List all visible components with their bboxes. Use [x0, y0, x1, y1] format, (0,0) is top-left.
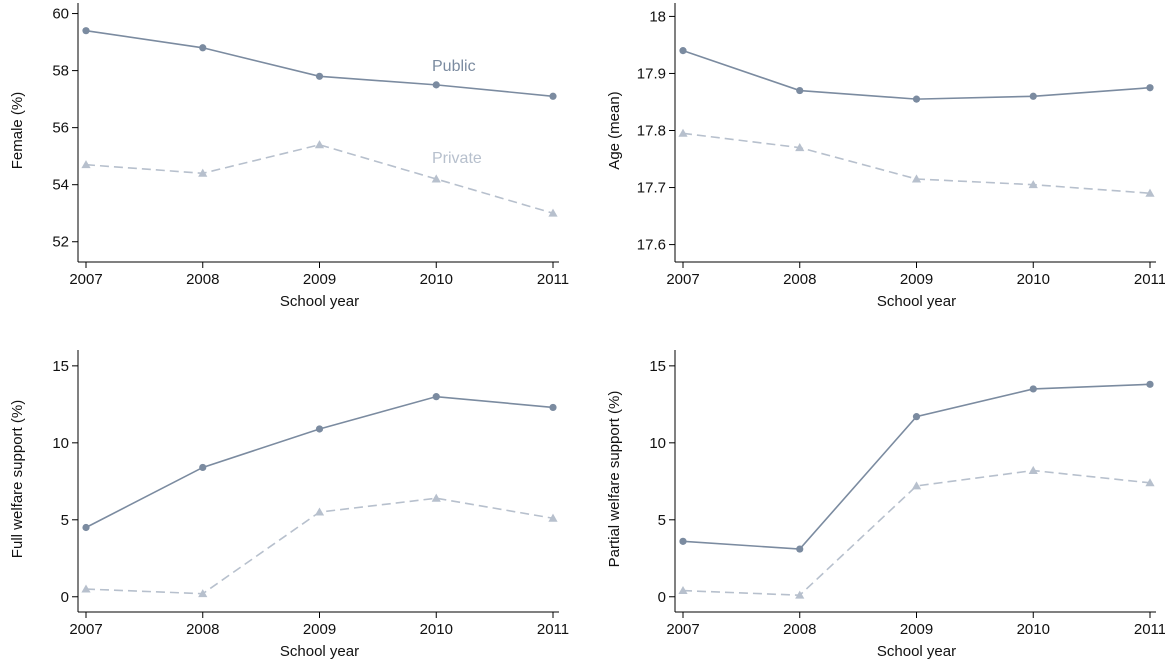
- y-axis-title: Age (mean): [606, 91, 623, 169]
- data-point-private: [1028, 180, 1038, 189]
- x-tick-label: 2008: [783, 271, 816, 288]
- x-tick-label: 2009: [303, 271, 336, 288]
- data-point-private: [198, 589, 208, 598]
- data-point-private: [795, 590, 805, 599]
- y-tick-label: 54: [52, 177, 69, 194]
- data-point-private: [198, 168, 208, 177]
- y-tick-label: 0: [658, 589, 666, 606]
- y-tick-label: 17.8: [637, 123, 666, 140]
- y-tick-label: 10: [649, 435, 666, 452]
- y-tick-label: 17.7: [637, 180, 666, 197]
- x-tick-label: 2011: [1134, 271, 1165, 288]
- chart-panel-1: 52 54 56 58 60 2007 2008 2009 2010 2011 School yea…: [9, 3, 569, 310]
- data-point-public: [912, 95, 921, 103]
- series-line-private: [682, 469, 1151, 597]
- x-tick-label: 2009: [900, 271, 933, 288]
- x-tick-label: 2010: [420, 271, 453, 288]
- series-label-public: Public: [432, 58, 476, 75]
- y-tick-label: 58: [52, 63, 69, 80]
- data-point-private: [678, 128, 688, 137]
- data-point-public: [432, 393, 440, 401]
- data-point-public: [82, 27, 90, 35]
- x-tick-label: 2007: [666, 271, 699, 288]
- y-axis-title: Partial welfare support (%): [606, 391, 623, 568]
- y-tick-label: 17.9: [637, 65, 666, 82]
- data-point-private: [1145, 478, 1155, 487]
- data-point-public: [1029, 92, 1037, 100]
- chart-panel-3: 0 5 10 15 2007 2008 2009 2010 2011 School year Ful…: [9, 350, 569, 660]
- y-tick-label: 15: [52, 358, 69, 375]
- data-point-private: [314, 507, 325, 516]
- y-tick-label: 56: [52, 120, 69, 137]
- data-point-private: [548, 513, 558, 522]
- series-label-private: Private: [432, 150, 482, 167]
- data-point-private: [431, 174, 441, 183]
- x-tick-label: 2009: [303, 621, 336, 638]
- x-axis-title: School year: [877, 293, 956, 310]
- data-point-public: [1146, 84, 1154, 92]
- y-tick-label: 5: [658, 512, 666, 529]
- x-tick-label: 2010: [420, 621, 453, 638]
- data-point-public: [796, 86, 804, 95]
- data-point-public: [315, 425, 324, 433]
- data-point-private: [548, 208, 558, 217]
- x-axis-title: School year: [877, 643, 956, 660]
- x-tick-label: 2010: [1017, 271, 1050, 288]
- data-point-public: [796, 545, 804, 553]
- data-point-public: [549, 92, 557, 100]
- x-tick-label: 2009: [900, 621, 933, 638]
- x-tick-label: 2008: [783, 621, 816, 638]
- data-point-public: [1029, 385, 1037, 393]
- data-point-private: [911, 481, 922, 490]
- data-point-public: [679, 47, 687, 55]
- x-axis-title: School year: [280, 643, 359, 660]
- series-line-public: [682, 49, 1151, 100]
- series-line-public: [85, 29, 554, 98]
- data-point-public: [315, 72, 324, 80]
- y-axis-title: Full welfare support (%): [9, 400, 26, 558]
- chart-panel-4: 0 5 10 15 2007 2008 2009 2010 2011 School year Par…: [606, 350, 1165, 660]
- y-tick-label: 52: [52, 234, 69, 251]
- data-point-private: [314, 140, 325, 149]
- data-point-private: [81, 160, 91, 169]
- series-line-private: [85, 143, 554, 214]
- y-tick-label: 60: [52, 6, 69, 23]
- series-line-private: [682, 132, 1151, 195]
- y-tick-label: 10: [52, 435, 69, 452]
- x-axis-title: School year: [280, 293, 359, 310]
- x-tick-label: 2008: [186, 621, 219, 638]
- data-point-private: [678, 586, 688, 595]
- data-point-private: [431, 493, 441, 502]
- data-point-public: [82, 523, 90, 532]
- y-tick-label: 0: [61, 589, 69, 606]
- data-point-public: [199, 44, 207, 52]
- data-point-public: [432, 81, 440, 89]
- data-point-public: [912, 413, 921, 421]
- data-point-public: [199, 463, 207, 472]
- x-tick-label: 2008: [186, 271, 219, 288]
- data-point-private: [1028, 465, 1038, 474]
- y-tick-label: 15: [649, 358, 666, 375]
- y-tick-label: 18: [649, 8, 666, 25]
- data-point-private: [911, 174, 922, 183]
- series-line-public: [682, 383, 1151, 550]
- data-point-public: [1146, 380, 1154, 388]
- data-point-public: [549, 403, 557, 412]
- data-point-public: [679, 537, 687, 545]
- data-point-private: [81, 584, 91, 593]
- x-tick-label: 2007: [666, 621, 699, 638]
- x-tick-label: 2010: [1017, 621, 1050, 638]
- y-tick-label: 5: [61, 512, 69, 529]
- y-tick-label: 17.6: [637, 237, 666, 254]
- x-tick-label: 2011: [537, 621, 569, 638]
- x-tick-label: 2007: [69, 271, 102, 288]
- x-tick-label: 2007: [69, 621, 102, 638]
- data-point-private: [1145, 188, 1155, 197]
- y-axis-title: Female (%): [9, 92, 26, 170]
- data-point-private: [795, 143, 805, 152]
- x-tick-label: 2011: [537, 271, 569, 288]
- x-tick-label: 2011: [1134, 621, 1165, 638]
- chart-panel-2: 17.6 17.7 17.8 17.9 18 2007 2008 2009 2010 2011 Sc…: [606, 3, 1165, 310]
